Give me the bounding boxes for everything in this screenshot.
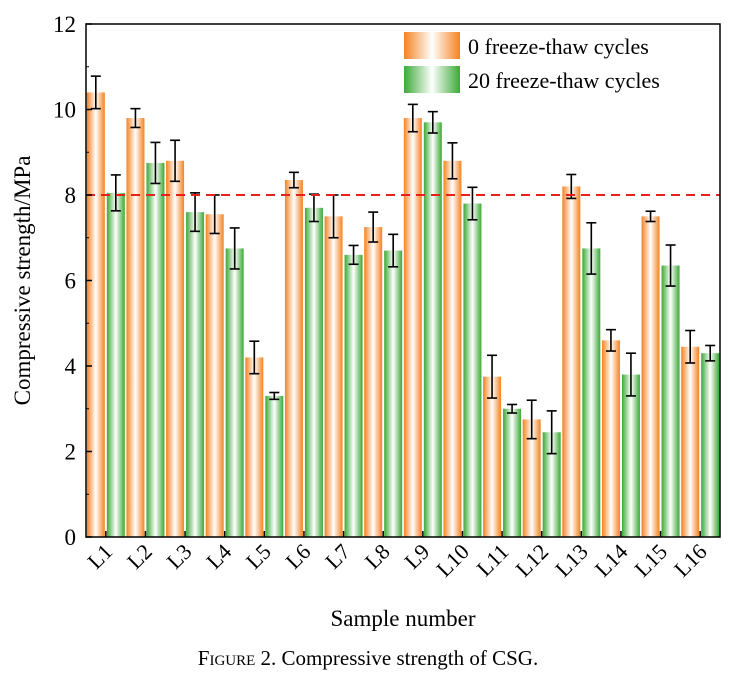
y-tick-label: 10 [53,98,76,123]
x-tick-label-l6: L6 [281,539,316,574]
bar-l6-series1 [284,180,303,537]
bar-l10-series2 [463,203,482,538]
y-tick-label: 4 [65,354,77,379]
bar-l2-series2 [146,162,165,537]
x-tick-label-l10: L10 [431,539,474,582]
bar-l7-series1 [324,216,343,537]
x-tick-label-l13: L13 [550,539,593,582]
bar-l3-series2 [186,212,205,537]
bar-l15-series1 [641,216,660,537]
bar-l2-series1 [126,118,145,538]
bar-l11-series2 [503,408,522,537]
x-tick-label-l3: L3 [162,539,197,574]
caption-text: Compressive strength of CSG. [276,646,539,670]
x-tick-label-l14: L14 [590,539,633,582]
bar-l12-series2 [542,432,561,537]
legend-swatch-series2 [404,66,460,93]
legend-label-series1: 0 freeze-thaw cycles [468,34,649,59]
bar-l9-series1 [403,118,422,538]
x-tick-label-l9: L9 [399,539,434,574]
bar-l5-series2 [265,395,284,537]
bar-l5-series1 [245,357,264,537]
bar-l15-series2 [661,265,680,537]
bar-l3-series1 [166,160,185,538]
bar-l16-series2 [701,353,720,537]
x-tick-label-l4: L4 [201,539,236,574]
bar-l9-series2 [423,122,442,537]
y-tick-label: 12 [53,12,76,37]
x-tick-label-l15: L15 [629,539,672,582]
bar-l12-series1 [522,419,541,537]
bar-l16-series1 [681,346,700,537]
bar-l4-series2 [225,248,244,537]
bar-l1-series2 [106,192,125,538]
y-tick-label: 6 [65,269,77,294]
legend-label-series2: 20 freeze-thaw cycles [468,68,660,93]
x-tick-label-l16: L16 [669,539,712,582]
x-tick-label-l8: L8 [360,539,395,574]
y-axis-label: Compressive strength/MPa [10,156,35,406]
y-tick-label: 8 [65,183,77,208]
x-tick-label-l7: L7 [320,539,355,574]
bar-l6-series2 [304,207,323,537]
bar-l10-series1 [443,160,462,538]
x-tick-label-l5: L5 [241,539,276,574]
bar-l8-series1 [364,227,383,537]
y-tick-label: 2 [65,440,77,465]
bar-l13-series1 [562,186,581,537]
x-tick-label-l2: L2 [122,539,157,574]
caption-label: Figure 2. [197,646,277,670]
figure-caption: Figure 2. Compressive strength of CSG. [0,646,736,671]
bar-l14-series1 [601,340,620,537]
bar-l7-series2 [344,254,363,537]
x-tick-label-l1: L1 [82,539,117,574]
bar-l14-series2 [621,374,640,537]
bar-l13-series2 [582,248,601,537]
bar-l8-series2 [384,250,403,537]
y-tick-label: 0 [65,525,77,550]
bar-l4-series1 [205,214,224,538]
x-axis-label: Sample number [331,606,476,631]
legend-swatch-series1 [404,32,460,59]
bar-l1-series1 [86,92,105,538]
x-tick-label-l12: L12 [510,539,553,582]
x-tick-label-l11: L11 [471,539,513,581]
bar-l11-series1 [483,376,502,537]
